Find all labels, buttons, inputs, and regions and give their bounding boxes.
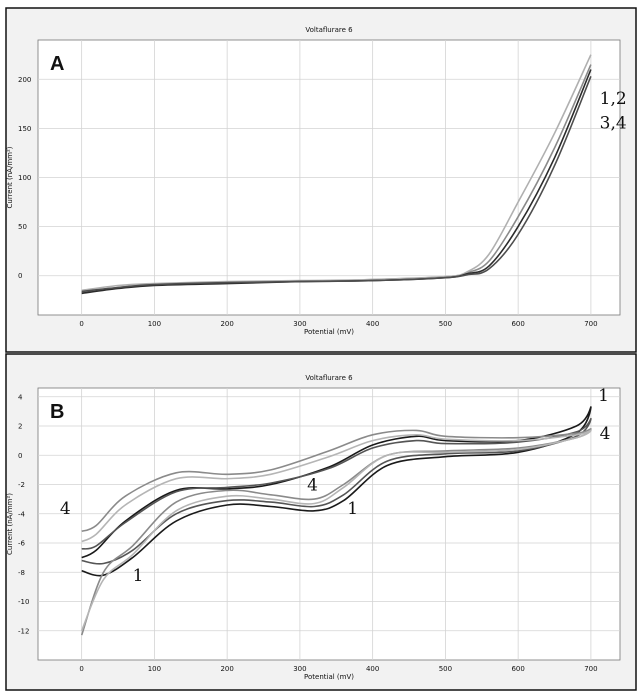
panel-b-y-tick-label: 0 xyxy=(18,452,22,460)
panel-b-y-tick-label: -12 xyxy=(18,627,29,635)
panel-b-x-axis-label: Potential (mV) xyxy=(304,673,354,681)
panel-a-x-tick-label: 100 xyxy=(148,320,161,328)
panel-b-curve-label: 4 xyxy=(307,475,318,495)
panel-b-curve-label: 1 xyxy=(598,386,609,406)
panel-b-x-tick-label: 100 xyxy=(148,665,161,673)
panel-a-x-tick-label: 700 xyxy=(584,320,597,328)
panel-b-x-tick-label: 0 xyxy=(79,665,83,673)
panel-b-curve-label: 1 xyxy=(347,499,358,519)
panel-b-series-line-3 xyxy=(80,428,592,636)
panel-b-series-group xyxy=(80,406,592,636)
panel-a-y-tick-label: 150 xyxy=(18,125,31,133)
panel-b-title: Voltaflurare 6 xyxy=(305,374,353,382)
panel-a-x-tick-label: 200 xyxy=(220,320,233,328)
panel-b-y-tick-label: -8 xyxy=(18,569,25,577)
panel-a-x-tick-label: 0 xyxy=(79,320,83,328)
panel-b-x-tick-label: 500 xyxy=(439,665,452,673)
panel-a-y-tick-label: 0 xyxy=(18,272,22,280)
panel-b-x-tick-label: 700 xyxy=(584,665,597,673)
panel-b-curve-label: 1 xyxy=(133,566,144,586)
panel-b-y-axis-label: Current (nA/mm²) xyxy=(6,493,14,555)
panel-b-y-tick-label: 2 xyxy=(18,423,22,431)
panel-b-series-line-1 xyxy=(81,406,592,577)
panel-a-series-group xyxy=(81,54,592,295)
panel-b: 0 100 200 300 400 500 600 700 4 2 0 -2 -4 -6 -8 -10 -12 V… xyxy=(5,353,637,691)
panel-b-series-line-2 xyxy=(81,417,592,565)
panel-a-x-tick-label: 600 xyxy=(511,320,524,328)
panel-a-title: Voltaflurare 6 xyxy=(305,26,353,34)
panel-b-x-tick-label: 600 xyxy=(511,665,524,673)
panel-b-x-tick-label: 400 xyxy=(366,665,379,673)
panel-b-y-tick-label: -6 xyxy=(18,540,26,548)
panel-b-y-tick-label: 4 xyxy=(18,393,23,401)
panel-b-curve-label: 4 xyxy=(60,499,71,519)
panel-b-y-tick-label: -2 xyxy=(18,481,25,489)
panel-a-curve-label: 1,2 xyxy=(600,89,627,109)
panel-a-x-axis-label: Potential (mV) xyxy=(304,328,354,336)
panel-b-y-tick-label: -4 xyxy=(18,510,26,518)
panel-a-y-tick-label: 100 xyxy=(18,174,31,182)
panel-a-x-tick-label: 300 xyxy=(293,320,306,328)
panel-a-letter: A xyxy=(50,53,64,75)
panel-b-plot-area xyxy=(37,387,621,661)
panel-b-curve-label: 4 xyxy=(600,424,611,444)
panel-a-y-tick-label: 50 xyxy=(18,223,27,231)
panel-a-y-axis-label: Current (nA/mm²) xyxy=(6,146,14,208)
panel-b-letter: B xyxy=(50,401,64,423)
panel-b-series-line-4 xyxy=(80,429,592,632)
panel-a-curve-label: 3,4 xyxy=(600,113,627,133)
panel-b-y-tick-label: -10 xyxy=(18,598,29,606)
panel-a: 0 100 200 300 400 500 600 700 0 50 100 150 200 Voltaf… xyxy=(5,7,637,353)
panel-a-series-line-4 xyxy=(81,75,592,293)
panel-b-x-tick-label: 300 xyxy=(293,665,306,673)
panel-a-x-tick-label: 400 xyxy=(366,320,379,328)
panel-b-x-tick-label: 200 xyxy=(220,665,233,673)
panel-a-x-tick-label: 500 xyxy=(439,320,452,328)
panel-a-series-line-2 xyxy=(81,54,592,292)
panel-a-y-tick-label: 200 xyxy=(18,76,31,84)
